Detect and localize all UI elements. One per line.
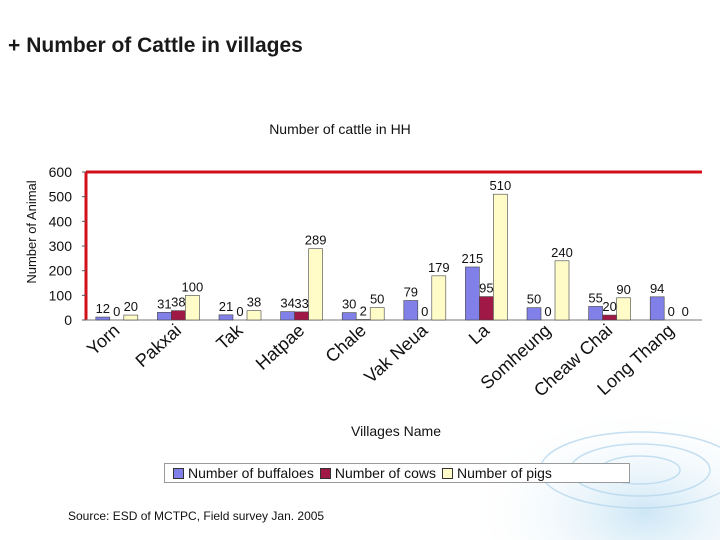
bar-pigs — [431, 275, 447, 321]
data-label-cows: 0 — [236, 304, 243, 319]
bar-buffaloes — [588, 306, 603, 321]
legend-item-pigs: Number of pigs — [441, 465, 552, 481]
data-label-cows: 0 — [544, 304, 551, 319]
legend-swatch-pigs — [441, 467, 453, 479]
bar-cows — [171, 310, 186, 321]
x-category-label: Pakxai — [132, 320, 186, 371]
x-category-label: Hatpae — [252, 320, 309, 374]
x-category-label: Yorn — [83, 320, 123, 359]
data-label-buffaloes: 21 — [219, 299, 233, 314]
data-label-pigs: 240 — [551, 245, 573, 260]
bar-cows — [479, 296, 494, 321]
bar-buffaloes — [218, 314, 234, 321]
data-label-buffaloes: 55 — [588, 290, 602, 305]
data-label-cows: 0 — [668, 304, 675, 319]
data-label-pigs: 20 — [124, 299, 138, 314]
data-label-buffaloes: 31 — [157, 296, 171, 311]
data-label-cows: 0 — [113, 304, 120, 319]
data-label-cows: 2 — [360, 304, 367, 319]
data-label-buffaloes: 94 — [650, 281, 664, 296]
bar-cows — [602, 314, 617, 321]
data-label-cows: 20 — [602, 299, 616, 314]
source-note: Source: ESD of MCTPC, Field survey Jan. … — [68, 509, 325, 523]
data-label-buffaloes: 79 — [404, 285, 418, 300]
data-label-buffaloes: 12 — [96, 301, 110, 316]
legend-item-buffaloes: Number of buffaloes — [173, 465, 314, 481]
x-category-label: Chale — [322, 320, 370, 366]
bar-pigs — [308, 248, 323, 321]
y-tick-label: 600 — [49, 164, 73, 180]
data-label-pigs: 0 — [682, 304, 689, 319]
bar-pigs — [185, 295, 200, 321]
data-label-buffaloes: 34 — [280, 296, 294, 311]
x-category-label: Tak — [212, 319, 247, 353]
y-tick-label: 300 — [49, 238, 73, 254]
bullet-plus: + — [8, 34, 21, 57]
y-tick-label: 500 — [49, 189, 73, 205]
data-label-pigs: 289 — [305, 233, 327, 248]
y-tick-label: 100 — [49, 287, 73, 303]
data-label-cows: 38 — [171, 295, 185, 310]
bar-buffaloes — [341, 312, 357, 321]
data-label-pigs: 38 — [247, 295, 261, 310]
data-label-cows: 95 — [479, 281, 493, 296]
bar-buffaloes — [465, 266, 480, 321]
x-category-label: Vak Neua — [360, 319, 432, 387]
slide-title-text: Number of Cattle in villages — [26, 34, 303, 57]
data-label-pigs: 510 — [490, 178, 512, 193]
bar-pigs — [246, 310, 262, 321]
bar-pigs — [554, 260, 570, 321]
legend-swatch-cows — [319, 467, 331, 479]
data-label-pigs: 100 — [182, 279, 204, 294]
chart-title: Number of cattle in HH — [269, 121, 411, 137]
bar-pigs — [493, 193, 508, 321]
data-label-pigs: 179 — [428, 260, 450, 275]
chart-bars — [95, 193, 665, 321]
bar-buffaloes — [157, 312, 172, 321]
bar-buffaloes — [280, 311, 295, 321]
data-label-buffaloes: 50 — [527, 292, 541, 307]
data-label-cows: 0 — [421, 304, 428, 319]
legend-item-cows: Number of cows — [319, 465, 436, 481]
x-category-label: La — [465, 319, 494, 348]
data-label-pigs: 50 — [370, 292, 384, 307]
y-tick-label: 400 — [49, 213, 73, 229]
data-label-buffaloes: 215 — [462, 251, 484, 266]
legend-swatch-buffaloes — [173, 467, 184, 479]
legend-label-cows: Number of cows — [334, 465, 436, 481]
bar-pigs — [616, 297, 631, 321]
data-label-pigs: 90 — [616, 282, 630, 297]
chart-legend: Number of buffaloes Number of cows Numbe… — [164, 463, 630, 483]
slide-title: + Number of Cattle in villages — [8, 34, 303, 58]
data-label-buffaloes: 30 — [342, 297, 356, 312]
bar-pigs — [123, 314, 139, 321]
bar-buffaloes — [649, 296, 665, 321]
y-tick-label: 200 — [49, 263, 73, 279]
data-label-cows: 33 — [294, 296, 308, 311]
bar-cows — [294, 311, 309, 321]
bar-buffaloes — [403, 300, 419, 321]
legend-label-buffaloes: Number of buffaloes — [188, 465, 314, 481]
bar-pigs — [369, 307, 385, 321]
bar-buffaloes — [95, 316, 111, 321]
legend-label-pigs: Number of pigs — [456, 465, 552, 481]
y-axis-label: Number of Animal — [24, 180, 39, 283]
x-axis-label: Villages Name — [351, 423, 441, 439]
bar-buffaloes — [526, 307, 542, 321]
y-tick-label: 0 — [64, 312, 72, 328]
